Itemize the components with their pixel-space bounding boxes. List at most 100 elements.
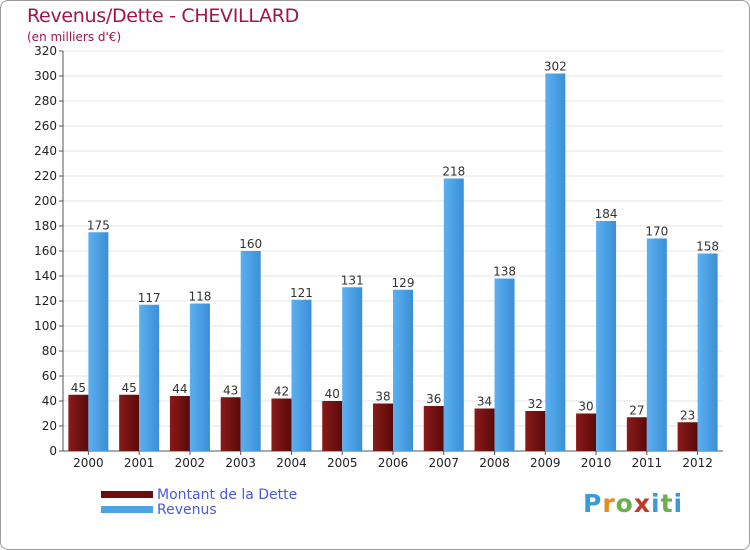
bar-revenus (291, 299, 312, 451)
x-tick-label: 2005 (327, 456, 358, 470)
data-label-dette: 42 (274, 385, 289, 399)
data-label-dette: 36 (426, 392, 441, 406)
y-tick-label: 0 (49, 444, 57, 458)
bar-revenus (494, 278, 515, 451)
y-tick-label: 20 (42, 419, 57, 433)
data-label-revenus: 218 (442, 165, 465, 179)
bar-dette (119, 394, 140, 451)
data-label-dette: 44 (172, 382, 187, 396)
bar-revenus (240, 251, 261, 451)
y-tick-label: 40 (42, 394, 57, 408)
data-label-revenus: 118 (188, 290, 211, 304)
legend-swatch-revenus (101, 506, 153, 513)
bar-dette (271, 398, 292, 451)
x-tick-label: 2003 (225, 456, 256, 470)
bar-revenus (393, 289, 413, 451)
data-label-revenus: 158 (696, 240, 719, 254)
data-label-revenus: 138 (493, 265, 516, 279)
x-tick-label: 2002 (175, 456, 206, 470)
bar-dette (220, 397, 241, 451)
data-label-dette: 27 (629, 403, 644, 417)
logo-letter: P (583, 489, 603, 518)
legend-label-revenus: Revenus (157, 501, 217, 518)
x-tick-label: 2011 (632, 456, 663, 470)
x-tick-label: 2000 (73, 456, 104, 470)
data-label-revenus: 302 (544, 60, 567, 74)
y-tick-label: 160 (34, 244, 57, 258)
data-label-revenus: 129 (392, 276, 415, 290)
data-label-revenus: 170 (645, 225, 668, 239)
bar-revenus (88, 232, 109, 451)
legend-item-dette: Montant de la Dette (101, 486, 298, 503)
y-tick-label: 100 (34, 319, 57, 333)
bar-dette (423, 406, 444, 451)
x-tick-label: 2004 (276, 456, 307, 470)
bar-revenus (596, 221, 617, 451)
y-tick-label: 200 (34, 194, 57, 208)
bar-dette (169, 396, 190, 451)
data-label-dette: 38 (375, 390, 390, 404)
data-label-dette: 43 (223, 383, 238, 397)
bar-dette (474, 408, 495, 451)
legend: Montant de la Dette Revenus (101, 486, 298, 518)
y-tick-label: 60 (42, 369, 57, 383)
legend-label-dette: Montant de la Dette (157, 486, 298, 503)
x-tick-label: 2012 (682, 456, 713, 470)
data-label-revenus: 175 (87, 218, 110, 232)
x-tick-label: 2010 (581, 456, 612, 470)
bar-dette (68, 394, 89, 451)
bar-revenus (697, 253, 718, 451)
chart-title: Revenus/Dette - CHEVILLARD (27, 5, 299, 27)
legend-item-revenus: Revenus (101, 501, 297, 518)
y-tick-label: 280 (34, 94, 57, 108)
logo-letter: t (660, 489, 674, 518)
data-label-dette: 30 (578, 400, 593, 414)
logo-letter: i (673, 489, 684, 518)
bar-revenus (139, 304, 160, 451)
bar-revenus (189, 303, 210, 451)
logo-letter: r (602, 489, 616, 518)
logo-letter: x (633, 489, 651, 518)
y-tick-label: 180 (34, 219, 57, 233)
x-tick-label: 2006 (378, 456, 409, 470)
bar-dette (626, 417, 647, 451)
chart-subtitle: (en milliers d'€) (27, 30, 122, 44)
x-tick-label: 2007 (428, 456, 459, 470)
y-tick-label: 140 (34, 269, 57, 283)
bar-dette (525, 411, 546, 451)
data-label-revenus: 160 (239, 237, 262, 251)
x-tick-label: 2008 (479, 456, 510, 470)
bar-revenus (646, 238, 667, 451)
bar-dette (677, 422, 698, 451)
y-tick-label: 220 (34, 169, 57, 183)
bar-revenus (443, 178, 464, 451)
data-label-dette: 40 (325, 387, 340, 401)
y-tick-label: 320 (34, 44, 57, 58)
bar-revenus (342, 287, 363, 451)
y-tick-label: 80 (42, 344, 57, 358)
x-tick-label: 2009 (530, 456, 561, 470)
data-label-dette: 34 (477, 395, 492, 409)
logo-letter: i (651, 489, 661, 518)
bar-dette (576, 413, 597, 451)
legend-swatch-dette (101, 491, 153, 498)
y-tick-label: 120 (34, 294, 57, 308)
x-tick-label: 2001 (124, 456, 155, 470)
data-label-revenus: 121 (290, 286, 313, 300)
bar-revenus (545, 73, 566, 451)
data-label-dette: 32 (528, 397, 543, 411)
y-tick-label: 300 (34, 69, 57, 83)
data-label-dette: 45 (122, 381, 137, 395)
data-label-dette: 23 (680, 408, 695, 422)
data-label-revenus: 117 (138, 291, 161, 305)
proxiti-logo: Proxiti (583, 489, 683, 518)
bar-dette (373, 403, 393, 451)
data-label-revenus: 184 (595, 207, 618, 221)
data-label-revenus: 131 (341, 273, 364, 287)
y-tick-label: 260 (34, 119, 57, 133)
data-label-dette: 45 (71, 381, 86, 395)
y-tick-label: 240 (34, 144, 57, 158)
logo-letter: o (615, 489, 634, 518)
